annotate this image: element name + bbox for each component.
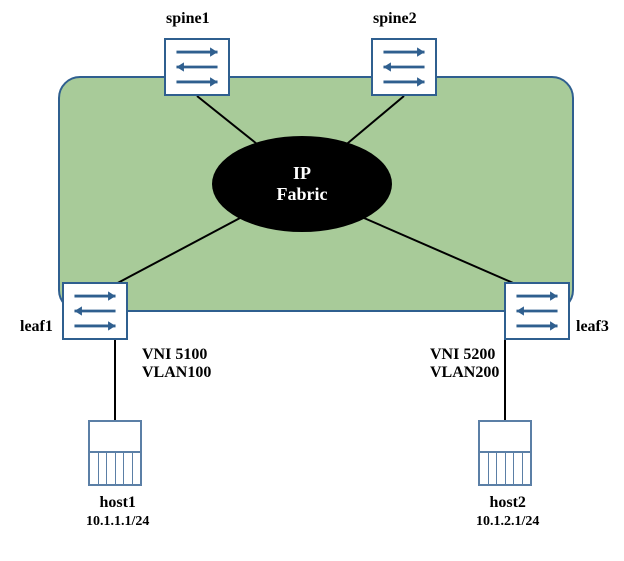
switch-arrows-icon: [376, 44, 432, 90]
vni-label-vni1: VNI 5100 VLAN100: [142, 346, 211, 382]
ip-fabric-core: IPFabric: [212, 136, 392, 232]
switch-arrows-icon: [169, 44, 225, 90]
host-label-host2: host2 10.1.2.1/24: [476, 494, 539, 530]
switch-leaf1: [62, 282, 128, 340]
server-host1: [88, 420, 142, 486]
host-label-host1: host1 10.1.1.1/24: [86, 494, 149, 530]
spine-label-spine2: spine2: [373, 10, 417, 28]
diagram-canvas: IPFabric spine1 spine2 leaf1 leaf3 VNI 5100 V…: [0, 0, 624, 561]
switch-arrows-icon: [509, 288, 565, 334]
switch-spine1: [164, 38, 230, 96]
switch-arrows-icon: [67, 288, 123, 334]
server-host2: [478, 420, 532, 486]
leaf-label-leaf1: leaf1: [20, 318, 53, 336]
leaf-label-leaf3: leaf3: [576, 318, 609, 336]
switch-spine2: [371, 38, 437, 96]
vni-label-vni2: VNI 5200 VLAN200: [430, 346, 499, 382]
ip-fabric-label: IPFabric: [277, 163, 328, 204]
switch-leaf3: [504, 282, 570, 340]
spine-label-spine1: spine1: [166, 10, 210, 28]
